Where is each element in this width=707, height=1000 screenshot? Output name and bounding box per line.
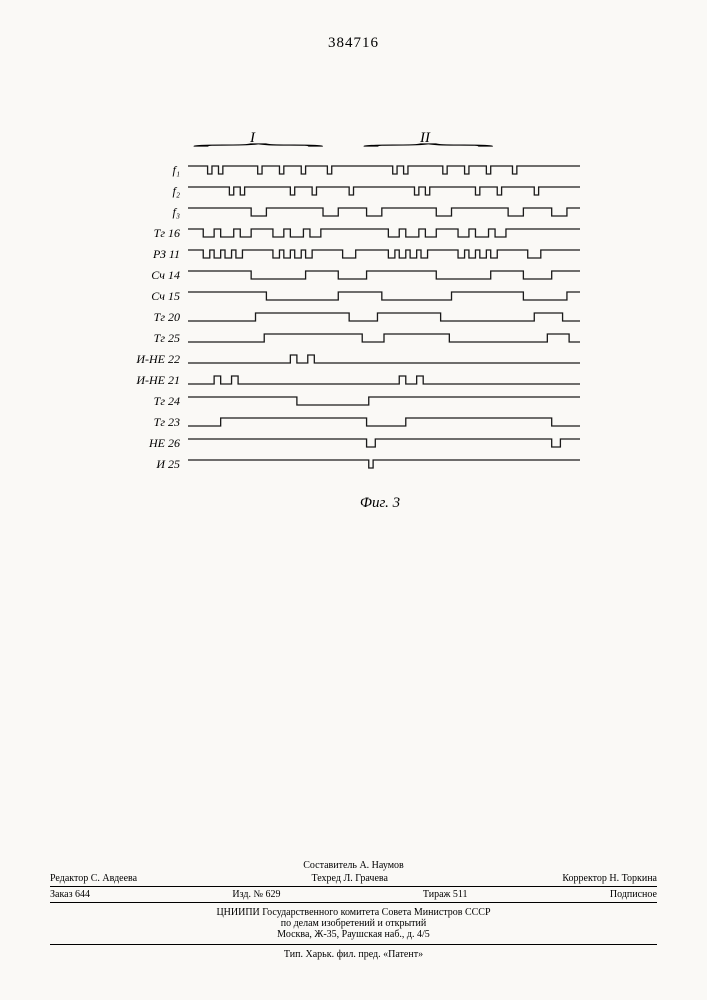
signal-row: РЗ 11 (120, 244, 580, 265)
composer-line: Составитель А. Наумов (50, 860, 657, 871)
signal-waveform (188, 454, 580, 475)
org-block: ЦНИИПИ Государственного комитета Совета … (50, 907, 657, 940)
corrector: Корректор Н. Торкина (562, 873, 657, 884)
signal-label: Тг 24 (120, 394, 188, 409)
figure-label: Фиг. 3 (180, 495, 580, 512)
tekhred: Техред Л. Грачева (312, 873, 388, 884)
signal-waveform (188, 244, 580, 265)
signal-waveform (188, 433, 580, 454)
signal-row: Тг 23 (120, 412, 580, 433)
signal-row: И-НЕ 21 (120, 370, 580, 391)
signal-label: Тг 25 (120, 331, 188, 346)
org-line-1: ЦНИИПИ Государственного комитета Совета … (50, 907, 657, 918)
signal-waveform (188, 391, 580, 412)
signal-waveform (188, 181, 580, 202)
signal-waveform (188, 370, 580, 391)
signal-row: И 25 (120, 454, 580, 475)
section-labels: ⏞ I ⏞ II (120, 130, 580, 160)
signal-label: Тг 16 (120, 226, 188, 241)
signal-label: И-НЕ 21 (120, 373, 188, 388)
section-I-label: I (250, 130, 255, 147)
signal-row: f₃ (120, 202, 580, 223)
credits-line: Редактор С. Авдеева Техред Л. Грачева Ко… (50, 873, 657, 887)
timing-diagram: ⏞ I ⏞ II f₁ f₂ f₃ Тг 16 РЗ 11 Сч 14 Сч 15 Тг 20… (120, 130, 580, 512)
signal-row: Тг 20 (120, 307, 580, 328)
signal-label: И 25 (120, 457, 188, 472)
brace-I: ⏞ (191, 144, 326, 160)
signal-waveform (188, 328, 580, 349)
signal-row: Тг 24 (120, 391, 580, 412)
section-II-label: II (420, 130, 430, 147)
printer-line: Тип. Харьк. фил. пред. «Патент» (50, 944, 657, 960)
signal-row: Тг 16 (120, 223, 580, 244)
signal-label: Тг 23 (120, 415, 188, 430)
signal-waveform (188, 160, 580, 181)
signal-row: Тг 25 (120, 328, 580, 349)
tirazh: Тираж 511 (423, 889, 468, 900)
signal-label: f₁ (120, 163, 188, 178)
signal-label: И-НЕ 22 (120, 352, 188, 367)
order-number: Заказ 644 (50, 889, 90, 900)
signal-label: Тг 20 (120, 310, 188, 325)
signal-row: НЕ 26 (120, 433, 580, 454)
page: 384716 ⏞ I ⏞ II f₁ f₂ f₃ Тг 16 РЗ 11 Сч 14 Сч … (0, 0, 707, 1000)
signal-row: f₁ (120, 160, 580, 181)
signal-waveform (188, 265, 580, 286)
print-info-line: Заказ 644 Изд. № 629 Тираж 511 Подписное (50, 889, 657, 903)
signal-row: Сч 14 (120, 265, 580, 286)
signal-label: РЗ 11 (120, 247, 188, 262)
signal-label: Сч 14 (120, 268, 188, 283)
footer-block: Составитель А. Наумов Редактор С. Авдеев… (50, 860, 657, 960)
signal-row: f₂ (120, 181, 580, 202)
signal-label: Сч 15 (120, 289, 188, 304)
signal-waveform (188, 349, 580, 370)
signal-waveform (188, 412, 580, 433)
document-number: 384716 (0, 35, 707, 52)
signal-label: f₂ (120, 184, 188, 199)
signal-waveform (188, 286, 580, 307)
signal-row: Сч 15 (120, 286, 580, 307)
podpisnoe: Подписное (610, 889, 657, 900)
signal-row: И-НЕ 22 (120, 349, 580, 370)
editor: Редактор С. Авдеева (50, 873, 137, 884)
signal-waveform (188, 223, 580, 244)
signal-waveform (188, 307, 580, 328)
signal-label: НЕ 26 (120, 436, 188, 451)
org-line-2: по делам изобретений и открытий (50, 918, 657, 929)
signal-waveform (188, 202, 580, 223)
signal-rows-container: f₁ f₂ f₃ Тг 16 РЗ 11 Сч 14 Сч 15 Тг 20 Тг 25 И-НЕ… (120, 160, 580, 475)
signal-label: f₃ (120, 205, 188, 220)
org-address: Москва, Ж-35, Раушская наб., д. 4/5 (50, 929, 657, 940)
izd-number: Изд. № 629 (232, 889, 280, 900)
